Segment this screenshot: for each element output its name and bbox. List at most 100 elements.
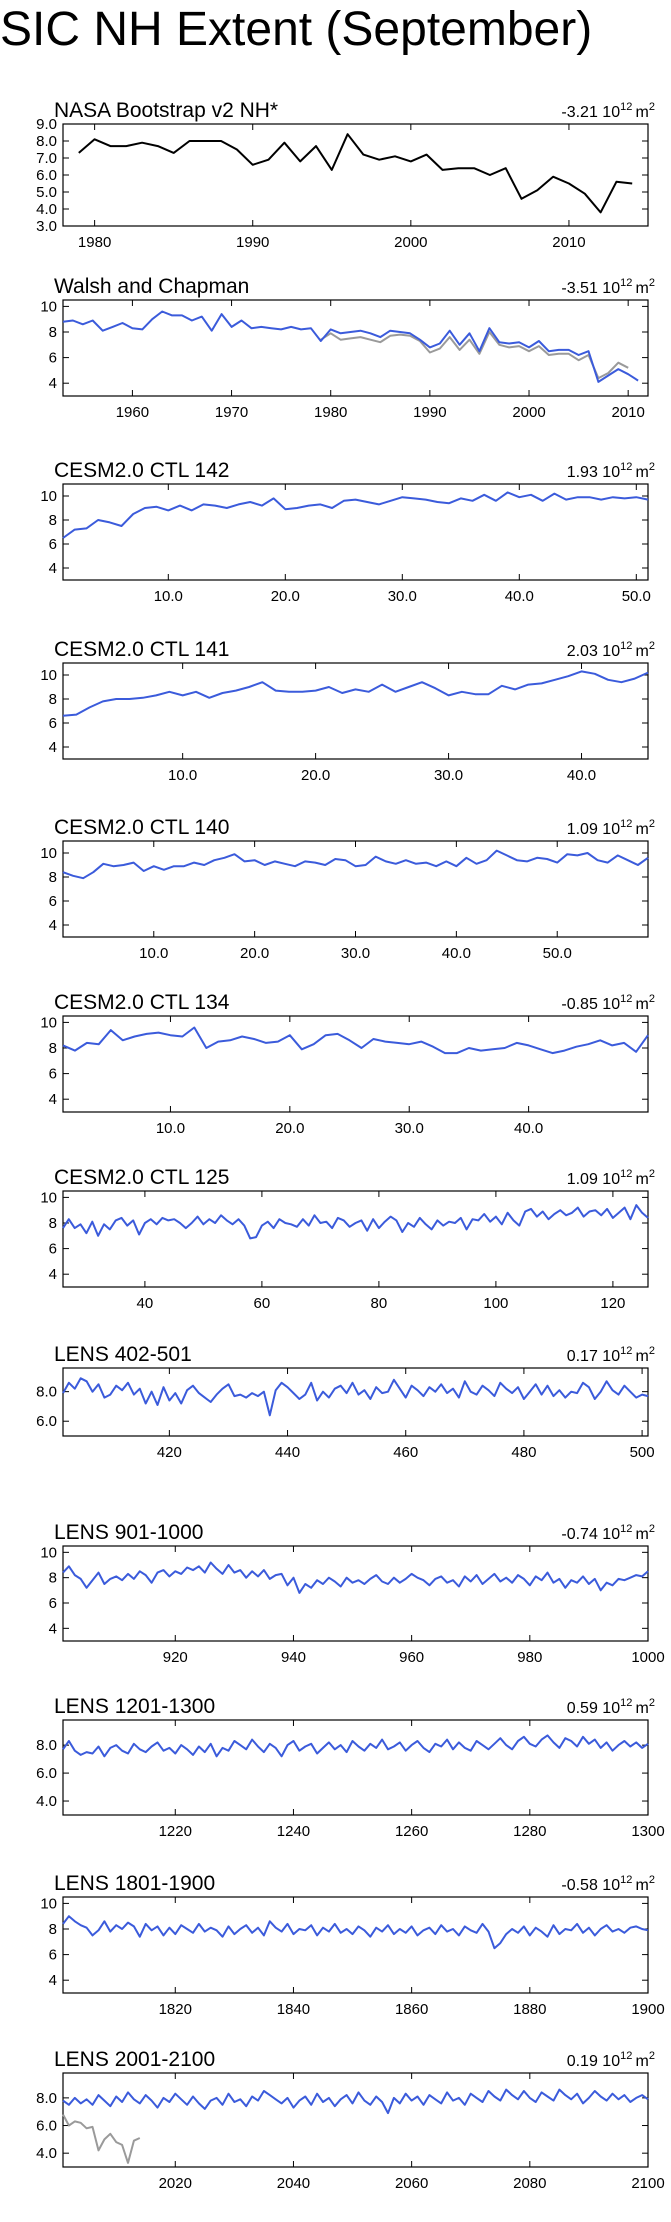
x-tick-label: 60 xyxy=(254,1295,271,1312)
chart-panel-8: LENS 402-501 0.17 1012 m2 6.0 8.0 420 440 460 4… xyxy=(36,1341,655,1461)
y-tick-label: 10 xyxy=(40,667,57,684)
trend-label: 2.03 1012 m2 xyxy=(567,636,655,660)
y-tick-label: 8 xyxy=(49,1040,57,1057)
y-tick-label: 6 xyxy=(49,1595,57,1612)
x-tick-label: 40.0 xyxy=(505,588,534,605)
chart-panel-4: CESM2.0 CTL 141 2.03 1012 m2 4 6 8 10 10.0 20.0… xyxy=(40,636,655,784)
panel-title: CESM2.0 CTL 140 xyxy=(54,816,229,839)
x-tick-label: 1240 xyxy=(277,1823,310,1840)
plot-frame xyxy=(62,1545,649,1642)
panel-title: CESM2.0 CTL 142 xyxy=(54,459,229,482)
panel-title: LENS 2001-2100 xyxy=(54,2048,215,2071)
x-tick-label: 30.0 xyxy=(434,767,463,784)
plot-frame xyxy=(62,1719,649,1816)
series-line-1 xyxy=(62,1026,649,1055)
y-tick-label: 5.0 xyxy=(36,184,57,201)
y-tick-label: 4 xyxy=(49,1972,57,1989)
chart-panel-2: Walsh and Chapman -3.51 1012 m2 4 6 8 10 1960 1… xyxy=(40,273,655,421)
y-tick-label: 6 xyxy=(49,1241,57,1258)
y-tick-label: 6 xyxy=(49,536,57,553)
x-tick-label: 2060 xyxy=(395,2175,428,2192)
trend-label: -3.51 1012 m2 xyxy=(561,273,655,297)
x-tick-label: 30.0 xyxy=(395,1120,424,1137)
y-tick-label: 10 xyxy=(40,488,57,505)
y-tick-label: 10 xyxy=(40,1895,57,1912)
x-tick-label: 10.0 xyxy=(156,1120,185,1137)
x-tick-label: 30.0 xyxy=(388,588,417,605)
panel-title: LENS 901-1000 xyxy=(54,1521,203,1544)
series-line-1 xyxy=(62,1204,649,1240)
x-tick-label: 1990 xyxy=(413,404,446,421)
x-tick-label: 50.0 xyxy=(543,945,572,962)
chart-panel-11: LENS 1801-1900 -0.58 1012 m2 4 6 8 10 1820 1840… xyxy=(40,1870,664,2018)
y-tick-label: 6.0 xyxy=(36,2118,57,2135)
y-tick-label: 7.0 xyxy=(36,150,57,167)
trend-label: 0.17 1012 m2 xyxy=(567,1341,655,1365)
y-tick-label: 8 xyxy=(49,1921,57,1938)
series-line-1 xyxy=(320,331,629,380)
series-line-1 xyxy=(62,670,649,717)
y-tick-label: 4 xyxy=(49,375,57,392)
y-tick-label: 6 xyxy=(49,350,57,367)
series-line-1 xyxy=(62,1377,649,1417)
y-tick-label: 4 xyxy=(49,917,57,934)
series-line-1 xyxy=(62,1915,649,1950)
panel-title: LENS 402-501 xyxy=(54,1343,192,1366)
x-tick-label: 1280 xyxy=(513,1823,546,1840)
trend-label: -0.74 1012 m2 xyxy=(561,1519,655,1543)
x-tick-label: 480 xyxy=(511,1444,536,1461)
x-tick-label: 1000 xyxy=(631,1649,664,1666)
plot-frame xyxy=(62,483,649,581)
y-tick-label: 10 xyxy=(40,1189,57,1206)
y-tick-label: 8 xyxy=(49,324,57,341)
y-tick-label: 4.0 xyxy=(36,201,57,218)
x-tick-label: 30.0 xyxy=(341,945,370,962)
chart-panel-7: CESM2.0 CTL 125 1.09 1012 m2 4 6 8 10 40 60 80 10… xyxy=(40,1164,655,1312)
y-tick-label: 6.0 xyxy=(36,1413,57,1430)
x-tick-label: 2020 xyxy=(159,2175,192,2192)
x-tick-label: 980 xyxy=(517,1649,542,1666)
x-tick-label: 2040 xyxy=(277,2175,310,2192)
plot-frame xyxy=(62,1015,649,1113)
series-line-1 xyxy=(62,1561,649,1594)
plot-frame xyxy=(62,662,649,760)
x-tick-label: 2100 xyxy=(631,2175,664,2192)
x-tick-label: 2000 xyxy=(512,404,545,421)
x-tick-label: 20.0 xyxy=(271,588,300,605)
chart-panel-12: LENS 2001-2100 0.19 1012 m2 4.0 6.0 8.0 2020 2… xyxy=(36,2046,665,2192)
x-tick-label: 500 xyxy=(630,1444,655,1461)
x-tick-label: 1300 xyxy=(631,1823,664,1840)
y-tick-label: 10 xyxy=(40,845,57,862)
chart-panel-3: CESM2.0 CTL 142 1.93 1012 m2 4 6 8 10 10.0 20.0… xyxy=(40,457,655,605)
y-tick-label: 10 xyxy=(40,1014,57,1031)
chart-panel-1: NASA Bootstrap v2 NH* -3.21 1012 m2 3.04.0… xyxy=(36,97,655,251)
x-tick-label: 1990 xyxy=(236,234,269,251)
y-tick-label: 6 xyxy=(49,715,57,732)
y-tick-label: 10 xyxy=(40,1544,57,1561)
trend-label: 0.19 1012 m2 xyxy=(567,2046,655,2070)
x-tick-label: 10.0 xyxy=(139,945,168,962)
x-tick-label: 10.0 xyxy=(154,588,183,605)
panel-title: LENS 1801-1900 xyxy=(54,1872,215,1895)
y-tick-label: 6.0 xyxy=(36,1765,57,1782)
trend-label: 1.09 1012 m2 xyxy=(567,814,655,838)
series-line-2 xyxy=(62,310,639,383)
y-tick-label: 6 xyxy=(49,1947,57,1964)
y-tick-label: 4 xyxy=(49,1091,57,1108)
y-tick-label: 9.0 xyxy=(36,116,57,133)
x-tick-label: 10.0 xyxy=(168,767,197,784)
x-tick-label: 1260 xyxy=(395,1823,428,1840)
y-tick-label: 8.0 xyxy=(36,1384,57,1401)
y-tick-label: 8 xyxy=(49,1215,57,1232)
x-tick-label: 1980 xyxy=(78,234,111,251)
y-tick-label: 6.0 xyxy=(36,167,57,184)
x-tick-label: 40.0 xyxy=(442,945,471,962)
chart-panel-6: CESM2.0 CTL 134 -0.85 1012 m2 4 6 8 10 10.0 20.… xyxy=(40,989,655,1137)
y-tick-label: 10 xyxy=(40,298,57,315)
x-tick-label: 1220 xyxy=(159,1823,192,1840)
panel-title: NASA Bootstrap v2 NH* xyxy=(54,99,278,122)
x-tick-label: 1860 xyxy=(395,2001,428,2018)
y-tick-label: 8 xyxy=(49,869,57,886)
x-tick-label: 2080 xyxy=(513,2175,546,2192)
